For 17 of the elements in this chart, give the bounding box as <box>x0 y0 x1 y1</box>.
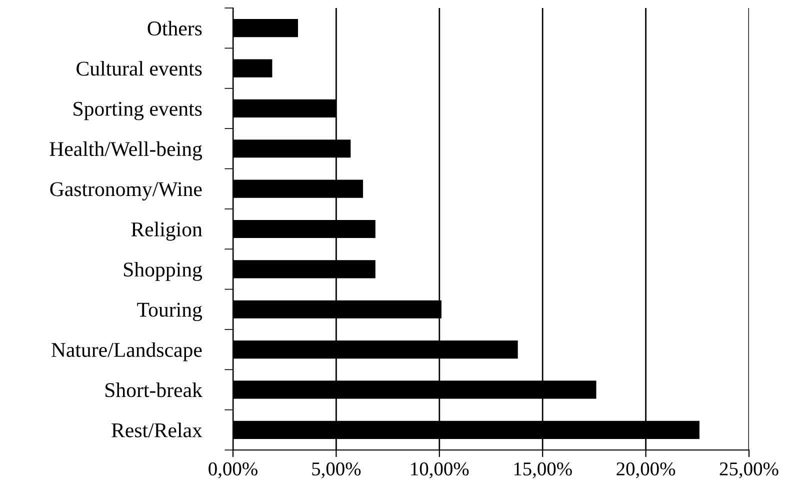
y-tick-label: Sporting events <box>74 102 202 120</box>
y-tick-label: Rest/Relax <box>112 422 202 438</box>
y-tick-label: Touring <box>137 302 202 322</box>
y-tick-label: Gastronomy/Wine <box>50 182 202 201</box>
y-tick-label: Others <box>148 20 202 36</box>
x-tick-label: 20,00% <box>616 462 676 478</box>
x-tick-label: 15,00% <box>514 462 572 478</box>
x-tick-label: 25,00% <box>720 462 778 478</box>
x-tick-label: 5,00% <box>312 462 361 478</box>
y-tick-label: Shopping <box>124 262 202 281</box>
y-tick-label: Nature/Landscape <box>51 342 202 362</box>
y-tick-label: Health/Well-being <box>50 141 202 160</box>
x-tick-label: 10,00% <box>411 462 469 478</box>
y-tick-label: Religion <box>131 222 202 241</box>
y-tick-label: Short-break <box>105 382 202 398</box>
y-tick-label: Cultural events <box>76 61 202 76</box>
x-tick-label: 0,00% <box>208 462 258 478</box>
